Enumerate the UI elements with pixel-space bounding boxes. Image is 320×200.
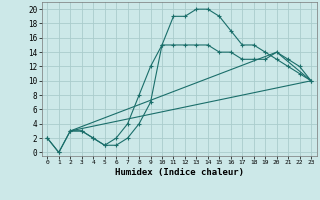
X-axis label: Humidex (Indice chaleur): Humidex (Indice chaleur) <box>115 168 244 177</box>
